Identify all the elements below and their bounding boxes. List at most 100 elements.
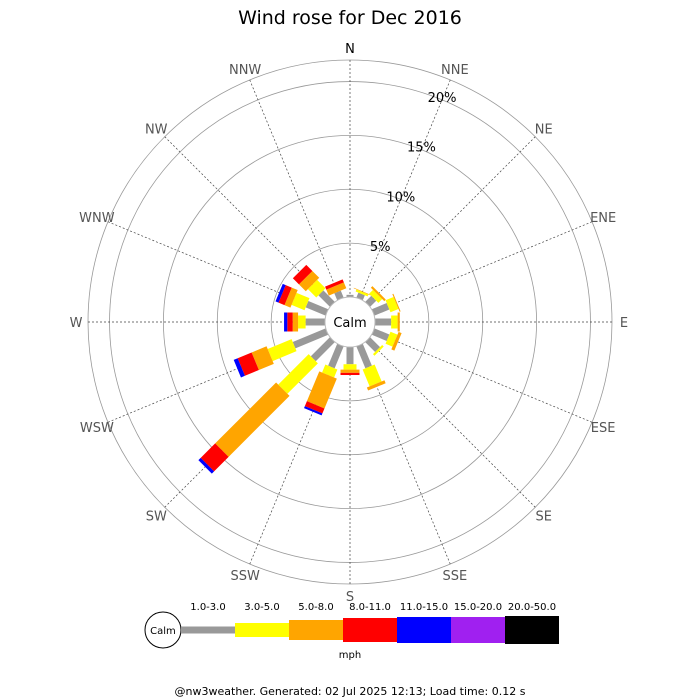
legend-label-3.0-5.0: 3.0-5.0 <box>244 602 279 613</box>
direction-label-e: E <box>620 316 628 331</box>
petal-segment-5.0-8.0 <box>251 346 274 371</box>
petal-segment-3.0-5.0 <box>267 339 297 362</box>
grid-circle <box>163 135 537 509</box>
petal-segment-11.0-15.0 <box>198 457 215 474</box>
grid-circle <box>270 242 430 402</box>
legend-calm-label: Calm <box>150 626 176 637</box>
legend-label-11.0-15.0: 11.0-15.0 <box>400 602 448 613</box>
petal-segment-3.0-5.0 <box>372 344 384 356</box>
petal-segment-5.0-8.0 <box>306 371 337 409</box>
petal-s <box>340 347 360 376</box>
polar-grid <box>87 59 613 585</box>
direction-label-wsw: WSW <box>80 421 114 436</box>
petal-segment-5.0-8.0 <box>370 286 386 302</box>
petal-segment-5.0-8.0 <box>340 369 360 373</box>
petal-segment-1.0-3.0 <box>375 318 392 326</box>
petal-segment-3.0-5.0 <box>385 331 398 347</box>
petal-segment-8.0-11.0 <box>237 352 259 376</box>
petal-segment-5.0-8.0 <box>298 270 320 292</box>
footer-text: @nw3weather. Generated: 02 Jul 2025 12:1… <box>175 685 526 698</box>
petal-ssw <box>304 343 344 416</box>
petal-segment-8.0-11.0 <box>340 372 360 376</box>
petal-segment-5.0-8.0 <box>326 282 347 296</box>
petal-segment-8.0-11.0 <box>304 401 325 414</box>
petal-wsw <box>233 328 329 378</box>
petal-segment-3.0-5.0 <box>369 289 383 303</box>
direction-label-nne: NNE <box>441 63 469 78</box>
petal-sse <box>356 343 386 391</box>
petal-wnw <box>275 283 329 316</box>
petal-e <box>375 312 400 332</box>
petal-segment-3.0-5.0 <box>278 354 318 394</box>
legend-swatch-5.0-8.0 <box>289 620 343 640</box>
petal-segment-5.0-8.0 <box>366 380 386 391</box>
direction-label-nnw: NNW <box>229 63 261 78</box>
petal-segment-8.0-11.0 <box>292 264 313 285</box>
petal-segment-11.0-15.0 <box>233 358 245 378</box>
petal-segment-8.0-11.0 <box>287 312 293 332</box>
petal-w <box>284 312 326 332</box>
petal-segment-3.0-5.0 <box>291 292 310 311</box>
petal-segment-3.0-5.0 <box>307 279 326 298</box>
petal-segment-1.0-3.0 <box>371 303 390 316</box>
petal-segment-5.0-8.0 <box>392 293 401 312</box>
petal-segment-1.0-3.0 <box>310 337 335 362</box>
petal-segment-1.0-3.0 <box>365 337 381 353</box>
direction-label-se: SE <box>536 510 552 525</box>
petal-segment-1.0-3.0 <box>371 328 390 341</box>
petal-segment-3.0-5.0 <box>343 364 357 370</box>
petal-se <box>365 337 384 356</box>
petal-segment-1.0-3.0 <box>346 294 354 297</box>
petal-segment-3.0-5.0 <box>298 315 306 329</box>
petal-segment-3.0-5.0 <box>322 364 338 378</box>
petal-segment-8.0-11.0 <box>278 285 292 306</box>
legend-swatch-15.0-20.0 <box>451 617 505 643</box>
direction-label-nw: NW <box>145 122 168 137</box>
petal-segment-3.0-5.0 <box>391 315 398 329</box>
petal-segment-1.0-3.0 <box>328 343 344 369</box>
radial-tick-label: 10% <box>386 190 415 205</box>
petal-segment-11.0-15.0 <box>275 283 286 303</box>
petal-segment-5.0-8.0 <box>353 287 372 296</box>
direction-label-wnw: WNW <box>79 211 115 226</box>
chart-title: Wind rose for Dec 2016 <box>238 7 462 29</box>
petal-segment-5.0-8.0 <box>292 312 299 332</box>
petal-segment-5.0-8.0 <box>397 312 400 332</box>
petal-segment-1.0-3.0 <box>318 290 335 307</box>
direction-label-n: N <box>345 42 355 57</box>
petal-segment-5.0-8.0 <box>391 331 402 351</box>
wind-petals <box>198 264 402 474</box>
direction-label-ssw: SSW <box>230 569 260 584</box>
petal-segment-8.0-11.0 <box>325 279 344 290</box>
direction-label-ne: NE <box>535 122 553 137</box>
petal-segment-1.0-3.0 <box>356 343 372 369</box>
legend-swatch-8.0-11.0 <box>343 618 397 642</box>
petal-n <box>346 294 354 297</box>
petal-segment-1.0-3.0 <box>346 347 354 365</box>
petal-segment-11.0-15.0 <box>304 406 323 416</box>
petal-segment-1.0-3.0 <box>305 318 326 326</box>
petal-segment-1.0-3.0 <box>292 328 329 349</box>
petal-ene <box>371 293 401 316</box>
petal-ese <box>371 328 402 351</box>
radial-tick-labels: 5% 10% 15% 20% <box>370 91 457 255</box>
radial-tick-label: 20% <box>428 91 457 106</box>
calm-label: Calm <box>333 316 366 331</box>
direction-labels: N NNE NE ENE E ESE SE SSE S SSW SW WSW W WNW NW NNW <box>70 42 629 605</box>
legend-swatch-1.0-3.0 <box>181 626 235 634</box>
petal-segment-5.0-8.0 <box>215 382 290 457</box>
radial-tick-label: 5% <box>370 240 391 255</box>
petal-segment-3.0-5.0 <box>362 364 382 387</box>
petal-segment-3.0-5.0 <box>385 296 399 313</box>
petal-segment-5.0-8.0 <box>284 287 298 308</box>
petal-segment-11.0-15.0 <box>284 312 288 332</box>
legend-swatch-20.0-50.0 <box>505 616 559 644</box>
direction-label-sse: SSE <box>442 569 467 584</box>
petal-segment-1.0-3.0 <box>334 290 344 301</box>
radial-tick-label: 15% <box>407 141 436 156</box>
legend-label-1.0-3.0: 1.0-3.0 <box>190 602 225 613</box>
direction-label-ene: ENE <box>590 211 616 226</box>
legend-label-8.0-11.0: 8.0-11.0 <box>349 602 391 613</box>
legend-label-20.0-50.0: 20.0-50.0 <box>508 602 556 613</box>
legend-swatch-11.0-15.0 <box>397 617 451 643</box>
